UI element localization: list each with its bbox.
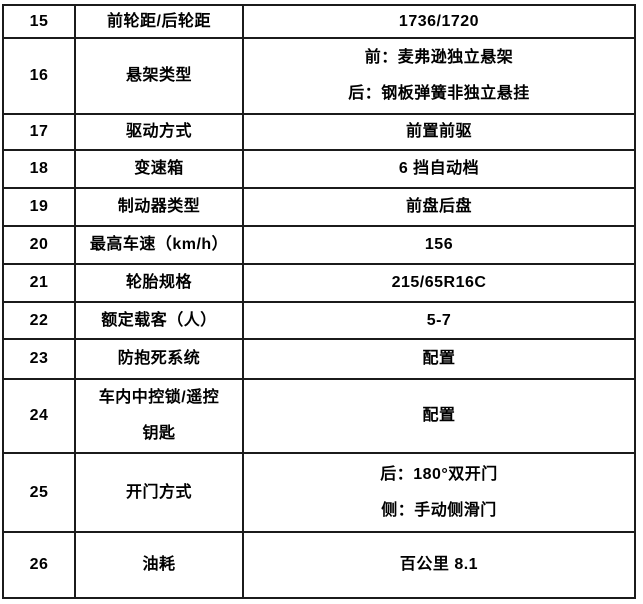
spec-name-cell: 防抱死系统 [74,338,244,380]
table-row: 23 防抱死系统 配置 [2,338,636,380]
spec-name-cell: 驱动方式 [74,113,244,151]
table-row: 22 额定载客（人） 5-7 [2,301,636,340]
spec-value-cell: 5-7 [242,301,636,340]
table-row: 15 前轮距/后轮距 1736/1720 [2,4,636,39]
spec-name: 轮胎规格 [125,274,192,291]
spec-name: 油耗 [142,556,176,573]
row-number: 20 [2,225,76,265]
table-row: 18 变速箱 6 挡自动档 [2,149,636,189]
spec-value-cell: 前：麦弗逊独立悬架 后：钢板弹簧非独立悬挂 [242,37,636,115]
row-number: 22 [2,301,76,340]
row-number: 19 [2,187,76,227]
spec-value-cell: 配置 [242,338,636,380]
table-row: 19 制动器类型 前盘后盘 [2,187,636,227]
spec-value-cell: 156 [242,225,636,265]
row-number: 17 [2,113,76,151]
spec-name: 最高车速（km/h） [89,236,229,253]
spec-value: 配置 [422,407,456,424]
row-number: 16 [2,37,76,115]
spec-name: 变速箱 [134,160,184,177]
spec-name-cell: 变速箱 [74,149,244,189]
spec-value: 5-7 [426,311,452,329]
spec-value: 后：钢板弹簧非独立悬挂 [348,85,530,102]
spec-name-cell: 最高车速（km/h） [74,225,244,265]
table-row: 17 驱动方式 前置前驱 [2,113,636,151]
spec-name: 驱动方式 [125,123,192,140]
table-row: 20 最高车速（km/h） 156 [2,225,636,265]
table-row: 26 油耗 百公里 8.1 [2,531,636,599]
spec-value: 百公里 8.1 [399,556,479,573]
spec-name: 前轮距/后轮距 [107,12,211,30]
spec-name-cell: 车内中控锁/遥控 钥匙 [74,378,244,454]
spec-name: 悬架类型 [125,67,192,84]
spec-value: 1736/1720 [398,12,480,30]
spec-value: 前盘后盘 [405,198,472,215]
spec-value: 前：麦弗逊独立悬架 [364,49,514,66]
row-number: 25 [2,452,76,533]
spec-value-cell: 1736/1720 [242,4,636,39]
row-number: 26 [2,531,76,599]
table-row: 24 车内中控锁/遥控 钥匙 配置 [2,378,636,454]
spec-name: 钥匙 [142,425,176,442]
spec-name: 额定载客（人） [101,311,217,329]
spec-name-cell: 前轮距/后轮距 [74,4,244,39]
spec-name: 制动器类型 [117,198,201,215]
spec-value-cell: 215/65R16C [242,263,636,303]
table-row: 25 开门方式 后：180°双开门 侧：手动侧滑门 [2,452,636,533]
spec-value: 侧：手动侧滑门 [381,501,497,519]
spec-value-cell: 6 挡自动档 [242,149,636,189]
table-row: 16 悬架类型 前：麦弗逊独立悬架 后：钢板弹簧非独立悬挂 [2,37,636,115]
spec-value: 后：180°双开门 [380,465,498,483]
spec-value-cell: 后：180°双开门 侧：手动侧滑门 [242,452,636,533]
spec-value: 156 [424,236,454,253]
table-row: 21 轮胎规格 215/65R16C [2,263,636,303]
spec-name-cell: 轮胎规格 [74,263,244,303]
row-number: 21 [2,263,76,303]
vehicle-spec-table: 15 前轮距/后轮距 1736/1720 16 悬架类型 前：麦弗逊独立悬架 后… [2,4,636,599]
spec-value-cell: 百公里 8.1 [242,531,636,599]
row-number: 15 [2,4,76,39]
row-number: 23 [2,338,76,380]
spec-name: 防抱死系统 [117,350,201,367]
spec-value: 前置前驱 [405,123,472,140]
spec-value: 215/65R16C [391,274,487,291]
spec-name-cell: 油耗 [74,531,244,599]
spec-value: 6 挡自动档 [398,160,480,177]
spec-value-cell: 前置前驱 [242,113,636,151]
spec-name: 开门方式 [125,483,192,501]
row-number: 18 [2,149,76,189]
spec-name-cell: 开门方式 [74,452,244,533]
spec-value-cell: 配置 [242,378,636,454]
spec-name-cell: 悬架类型 [74,37,244,115]
spec-name: 车内中控锁/遥控 [98,389,220,406]
spec-name-cell: 制动器类型 [74,187,244,227]
spec-name-cell: 额定载客（人） [74,301,244,340]
spec-value: 配置 [422,350,456,367]
spec-value-cell: 前盘后盘 [242,187,636,227]
row-number: 24 [2,378,76,454]
